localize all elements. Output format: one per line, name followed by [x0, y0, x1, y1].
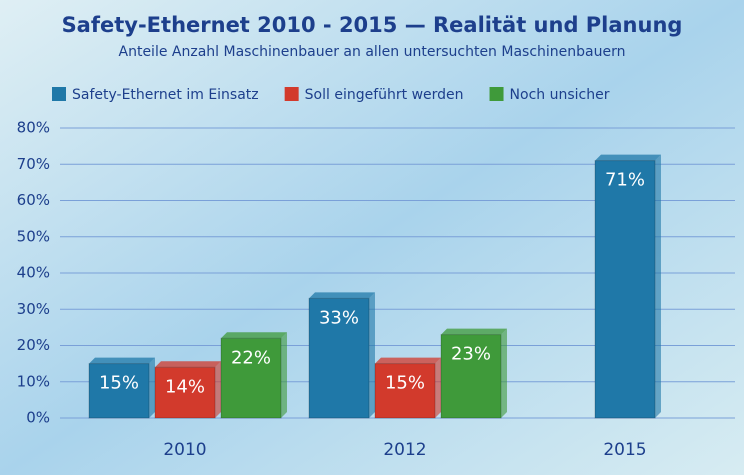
value-label: 71%	[605, 170, 645, 191]
y-tick-label: 50%	[17, 227, 50, 245]
value-label: 33%	[319, 307, 359, 328]
x-tick-label: 2010	[163, 440, 206, 460]
legend-label: Noch unsicher	[510, 87, 610, 103]
bar-side	[501, 328, 507, 418]
bar-top	[309, 292, 375, 299]
legend-swatch	[284, 87, 299, 101]
legend: Safety-Ethernet im Einsatz Soll eingeführ…	[52, 87, 610, 103]
bar-side	[435, 357, 441, 418]
bar-top	[375, 357, 441, 364]
bar-side	[149, 357, 155, 418]
chart-subtitle: Anteile Anzahl Maschinenbauer an allen u…	[119, 44, 626, 60]
y-tick-label: 80%	[17, 119, 50, 137]
x-tick-label: 2015	[603, 440, 646, 460]
legend-swatch	[52, 87, 66, 101]
bar	[308, 297, 370, 419]
value-label: 15%	[99, 373, 139, 394]
bar	[594, 160, 656, 419]
bar-side	[655, 154, 661, 418]
legend-label: Safety-Ethernet im Einsatz	[72, 87, 259, 103]
y-tick-label: 10%	[17, 372, 50, 390]
value-label: 23%	[451, 344, 491, 365]
bar-side	[369, 292, 375, 418]
legend-label: Soll eingeführt werden	[305, 87, 464, 103]
bar-top	[595, 154, 661, 161]
bar-top	[89, 357, 155, 364]
bar-top	[441, 328, 507, 335]
bar	[154, 366, 216, 419]
value-label: 15%	[385, 373, 425, 394]
bar-top	[155, 361, 221, 368]
chart-title: Safety-Ethernet 2010 - 2015 — Realität u…	[62, 13, 683, 37]
bar	[440, 334, 502, 419]
bar	[88, 363, 150, 419]
bar-side	[281, 332, 287, 418]
y-tick-label: 60%	[17, 191, 50, 209]
y-tick-label: 30%	[17, 300, 50, 318]
bar	[220, 337, 282, 419]
value-label: 14%	[165, 376, 205, 397]
value-label: 22%	[231, 347, 271, 368]
y-tick-label: 20%	[17, 336, 50, 354]
legend-swatch	[489, 87, 504, 101]
y-tick-label: 0%	[26, 409, 50, 427]
x-tick-label: 2012	[383, 440, 426, 460]
y-tick-label: 40%	[17, 264, 50, 282]
y-tick-label: 70%	[17, 155, 50, 173]
bar-top	[221, 332, 287, 339]
bar-side	[215, 361, 221, 418]
bar	[374, 363, 436, 419]
